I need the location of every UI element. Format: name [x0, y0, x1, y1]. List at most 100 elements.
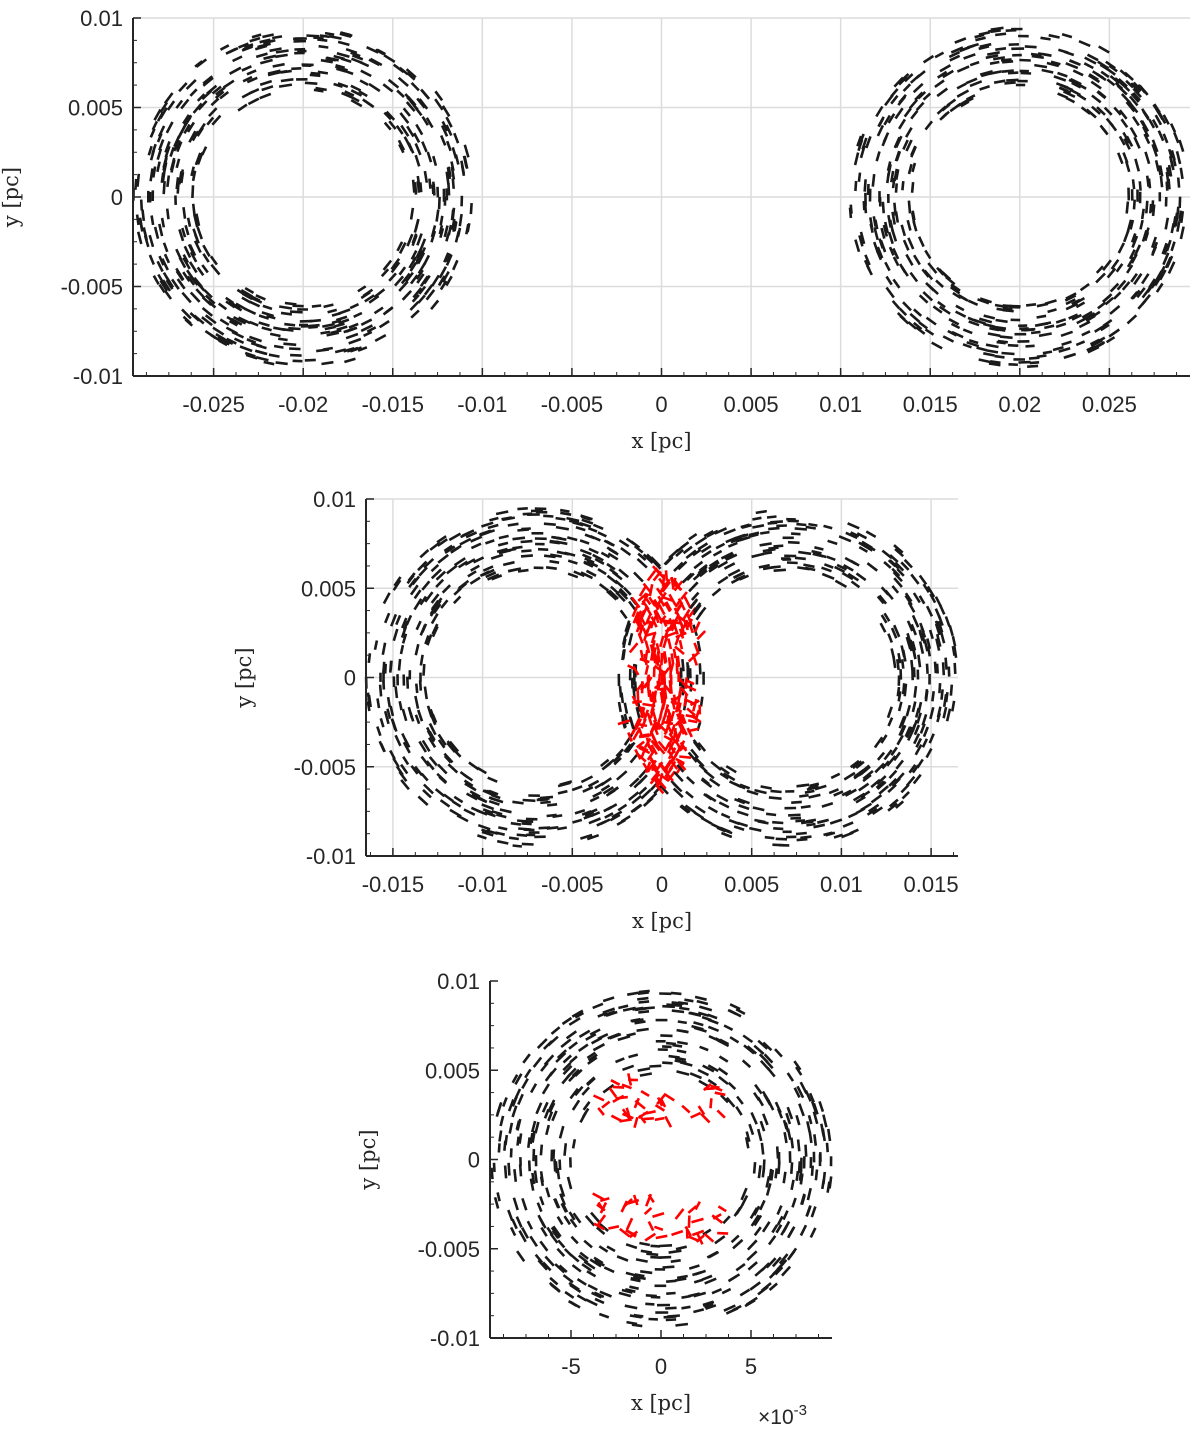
star-mark [754, 818, 766, 824]
star-mark [202, 244, 211, 258]
star-mark [418, 566, 428, 577]
star-mark [553, 1159, 557, 1172]
red-star-mark [637, 1110, 649, 1119]
star-mark [512, 844, 523, 848]
star-mark [563, 1248, 573, 1257]
star-mark [759, 1059, 771, 1071]
star-mark [242, 44, 254, 51]
star-mark [402, 620, 409, 631]
star-mark [799, 1174, 804, 1185]
star-mark [798, 1163, 802, 1173]
star-mark [842, 821, 854, 828]
star-mark [398, 143, 405, 154]
star-mark [957, 293, 967, 301]
star-mark [418, 285, 427, 295]
star-mark [247, 97, 260, 106]
star-mark [495, 831, 505, 836]
star-mark [890, 648, 896, 659]
star-mark [438, 266, 448, 279]
star-mark [969, 80, 983, 88]
star-mark [968, 338, 979, 345]
star-mark [351, 54, 364, 61]
star-mark [629, 754, 638, 764]
red-star-mark [653, 777, 660, 788]
star-mark [900, 659, 905, 669]
star-mark [470, 542, 482, 550]
y-tick-label: 0.005 [301, 576, 356, 601]
star-mark [416, 709, 424, 722]
red-star-mark [663, 1092, 675, 1102]
red-star-mark [686, 707, 696, 717]
star-mark [720, 812, 731, 819]
star-mark [903, 683, 908, 697]
star-mark [463, 155, 469, 169]
star-mark [738, 804, 750, 811]
star-mark [410, 309, 420, 319]
star-mark [175, 99, 184, 109]
star-mark [606, 590, 618, 601]
star-mark [432, 603, 442, 614]
red-star-mark [691, 1229, 705, 1237]
red-star-mark [675, 658, 680, 671]
star-mark [532, 1056, 543, 1068]
star-mark [1097, 301, 1107, 310]
star-mark [453, 221, 458, 232]
star-mark [806, 1121, 812, 1133]
star-mark [729, 1003, 741, 1011]
star-mark [834, 579, 848, 589]
star-mark [437, 739, 446, 749]
star-mark [904, 127, 913, 138]
star-mark [417, 262, 427, 274]
star-mark [1175, 206, 1180, 219]
star-mark [445, 232, 451, 242]
star-mark [1134, 158, 1141, 172]
star-mark [383, 663, 387, 674]
star-mark [336, 325, 348, 331]
star-mark [783, 1131, 788, 1144]
star-mark [759, 1120, 766, 1132]
star-mark [463, 144, 470, 158]
red-star-mark [639, 733, 650, 738]
star-mark [883, 561, 892, 569]
star-mark [436, 538, 448, 547]
star-mark [786, 561, 798, 565]
star-mark [308, 318, 322, 323]
star-mark [1121, 83, 1131, 92]
star-mark [401, 633, 408, 644]
star-mark [748, 531, 760, 537]
star-mark [701, 550, 712, 559]
star-mark [808, 784, 819, 790]
star-mark [702, 1228, 712, 1236]
star-mark [753, 1205, 761, 1216]
star-mark [539, 1240, 549, 1252]
star-mark [153, 108, 162, 121]
star-mark [1123, 138, 1131, 150]
star-mark [1120, 118, 1129, 129]
star-mark [419, 182, 423, 193]
star-mark [603, 1266, 615, 1274]
star-mark [630, 540, 641, 549]
star-mark [194, 152, 202, 166]
star-mark [360, 324, 373, 333]
star-mark [398, 242, 407, 254]
star-mark [219, 90, 230, 100]
red-star-mark [661, 574, 666, 587]
star-mark [898, 724, 906, 737]
star-mark [255, 355, 269, 362]
star-mark [524, 1068, 532, 1079]
star-mark [322, 322, 335, 328]
star-mark [924, 688, 929, 700]
star-mark [562, 1061, 572, 1072]
star-mark [774, 1048, 783, 1058]
star-mark [579, 521, 592, 528]
star-mark [156, 260, 164, 273]
star-mark [624, 625, 631, 637]
star-mark [350, 51, 361, 58]
star-mark [693, 1021, 704, 1027]
red-star-mark [704, 1087, 715, 1091]
star-mark [386, 696, 392, 708]
star-mark [308, 325, 318, 329]
star-mark [421, 116, 430, 126]
star-mark [703, 769, 715, 780]
